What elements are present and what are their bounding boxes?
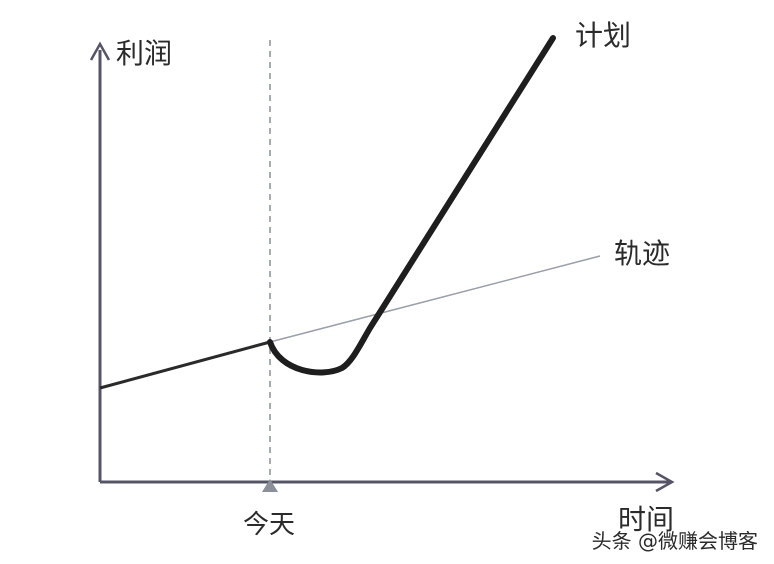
today-label: 今天	[243, 510, 296, 540]
x-axis-label: 时间	[618, 503, 675, 536]
watermark-text: 头条 @微赚会博客	[591, 529, 758, 553]
trajectory-line	[269, 255, 601, 343]
plan-label: 计划	[575, 19, 632, 52]
x-axis-arrowhead	[655, 471, 675, 493]
y-axis-label: 利润	[116, 37, 173, 70]
today-marker-triangle	[262, 479, 278, 492]
trajectory-label: 轨迹	[614, 237, 671, 270]
plan-curve	[267, 35, 556, 376]
y-axis-arrowhead	[89, 41, 111, 61]
historical-line	[99, 340, 271, 390]
